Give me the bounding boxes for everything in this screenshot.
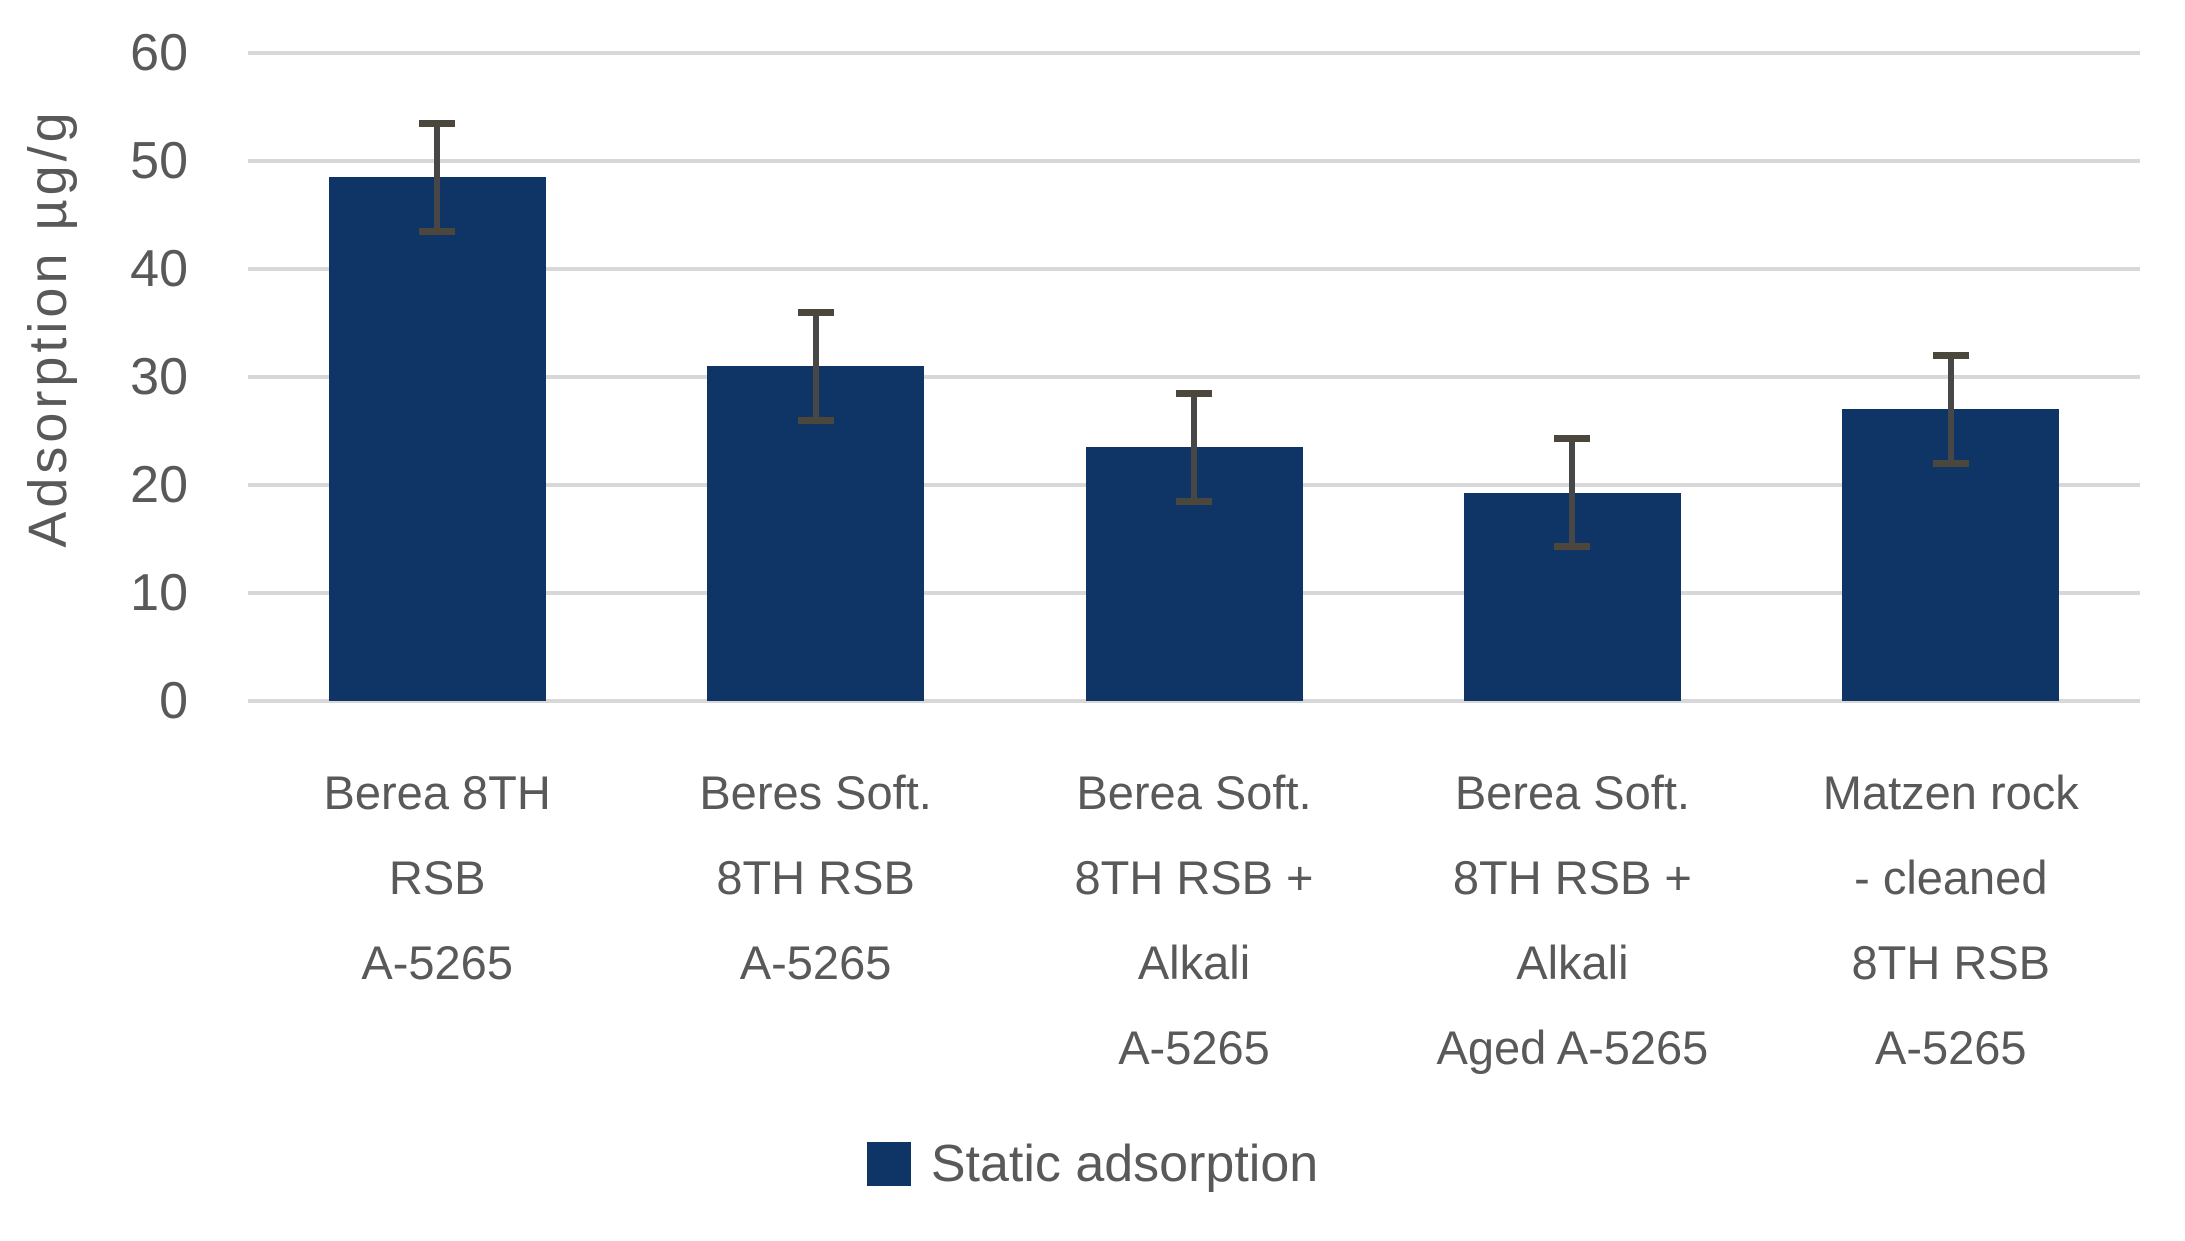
x-category-label-line: Berea 8TH [323,766,551,819]
x-category-label-3: Berea Soft. 8TH RSB + Alkali A-5265 [1005,750,1383,1090]
y-tick-label-40: 40 [130,240,188,298]
legend-label: Static adsorption [930,1135,1319,1193]
error-cap-top-1 [419,119,456,127]
x-category-label-1: Berea 8TH RSB A-5265 [248,750,626,1005]
error-cap-bottom-1 [419,227,456,235]
error-bar-1 [434,123,441,232]
x-category-label-line: Berea Soft. [1454,766,1690,819]
error-cap-bottom-4 [1554,543,1591,551]
x-category-label-line: Alkali [1516,936,1629,989]
y-tick-label-20: 20 [130,456,188,514]
legend-swatch-static-adsorption [866,1142,911,1186]
y-tick-label-30: 30 [130,348,188,406]
gridline-50 [248,159,2140,163]
error-bar-5 [1947,355,1954,464]
error-cap-top-5 [1932,351,1969,359]
error-cap-top-2 [797,308,834,316]
x-category-label-line: 8TH RSB + [1452,851,1692,904]
error-cap-top-3 [1176,389,1212,397]
plot-area [248,51,2140,703]
x-category-label-line: - cleaned [1854,851,2048,904]
error-cap-bottom-5 [1932,459,1969,467]
error-bar-2 [812,312,819,421]
error-bar-4 [1569,438,1576,547]
legend: Static adsorption [0,1138,2185,1190]
x-category-label-line: Matzen rock [1822,766,2079,819]
x-category-label-line: A-5265 [1875,1021,2027,1074]
x-category-label-line: Alkali [1137,936,1251,989]
x-category-label-line: Beres Soft. [699,766,932,819]
x-category-label-line: A-5265 [1118,1021,1270,1074]
gridline-40 [248,267,2140,271]
x-category-label-4: Berea Soft. 8TH RSB + Alkali Aged A-5265 [1383,750,1761,1090]
error-bar-3 [1191,393,1197,502]
x-category-label-line: 8TH RSB [716,851,915,904]
x-category-label-line: A-5265 [739,936,892,989]
x-category-label-line: 8TH RSB [1851,936,2051,989]
x-category-label-line: RSB [388,851,486,904]
x-axis-labels: Berea 8TH RSB A-5265 Beres Soft. 8TH RSB A-52… [248,750,2140,1120]
y-tick-label-50: 50 [130,132,188,190]
gridline-30 [248,375,2140,379]
x-category-label-line: A-5265 [361,936,513,989]
error-cap-bottom-3 [1176,497,1212,505]
y-tick-label-10: 10 [130,564,188,622]
x-category-label-line: Aged A-5265 [1436,1021,1709,1074]
error-cap-bottom-2 [797,416,834,424]
error-cap-top-4 [1554,435,1591,443]
x-category-label-line: 8TH RSB + [1074,851,1314,904]
bar-1 [328,177,546,701]
y-tick-label-0: 0 [159,672,188,730]
y-tick-label-60: 60 [130,24,188,82]
x-category-label-2: Beres Soft. 8TH RSB A-5265 [626,750,1004,1005]
gridline-0 [248,699,2140,703]
x-category-label-5: Matzen rock - cleaned 8TH RSB A-5265 [1762,750,2140,1090]
x-category-label-line: Berea Soft. [1076,766,1312,819]
gridline-60 [248,51,2140,55]
